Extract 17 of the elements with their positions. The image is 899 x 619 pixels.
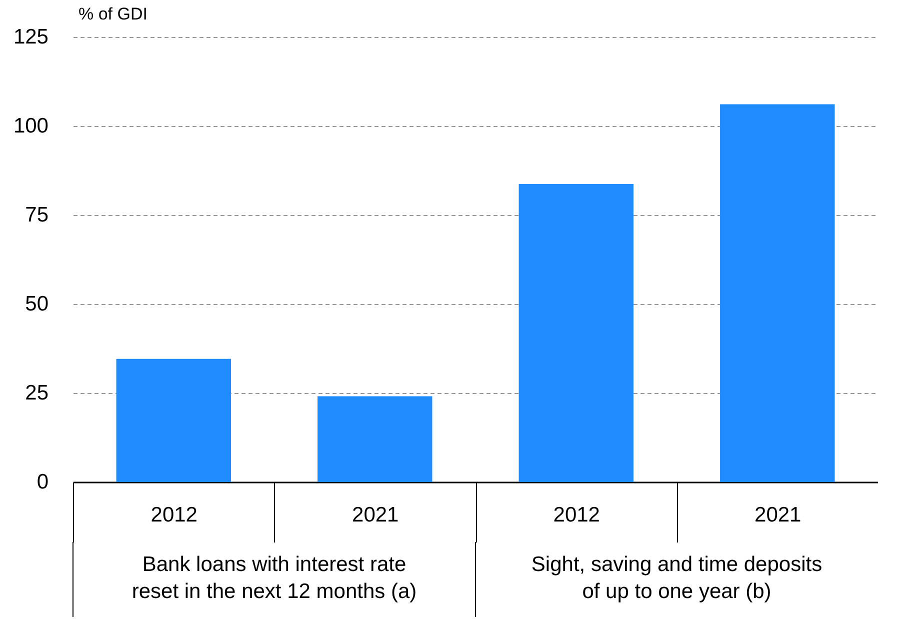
x-tick-label: 2012 xyxy=(553,504,600,526)
y-tick-label: 0 xyxy=(36,470,48,494)
y-tick-label: 25 xyxy=(25,382,48,404)
y-tick-label: 100 xyxy=(13,114,48,138)
y-axis-title: % of GDI xyxy=(78,4,148,24)
x-tick-label: 2021 xyxy=(352,504,399,526)
x-tick-label: 2021 xyxy=(754,504,802,526)
bar xyxy=(116,358,231,482)
y-tick-label: 50 xyxy=(25,292,48,316)
x-tick-label: 2012 xyxy=(150,504,198,526)
bar xyxy=(720,104,835,482)
bar xyxy=(518,184,634,482)
y-tick-label: 75 xyxy=(25,204,48,226)
text: Sight, saving and time deposits of up to one year (b) xyxy=(531,553,822,603)
y-tick-label: 125 xyxy=(13,26,48,48)
bar xyxy=(318,396,432,482)
text: Bank loans with interest rate reset in the next 12 months (a) xyxy=(132,553,417,603)
